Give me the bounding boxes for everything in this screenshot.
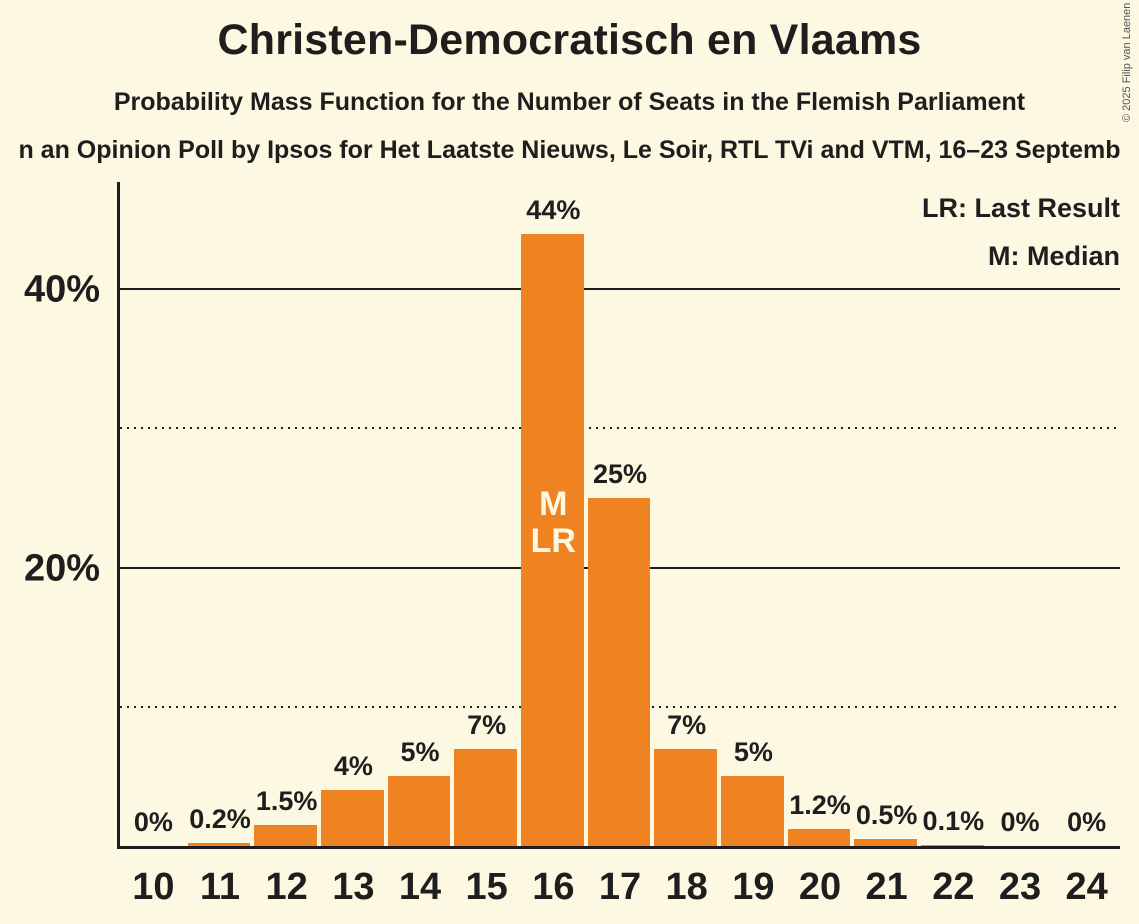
- bar-15: [454, 748, 517, 846]
- bar-14: [387, 776, 451, 846]
- bar-slot-18: 7%: [653, 182, 720, 846]
- x-tick-label-17: 17: [598, 866, 642, 908]
- x-tick-label-23: 23: [998, 866, 1042, 908]
- bar-annotation-line: LR: [530, 522, 576, 560]
- bar-slot-14: 5%: [387, 182, 454, 846]
- bar-18: [654, 748, 717, 846]
- x-axis-labels: 10 11 12 13 14 15 16 17 18 19 20 21 22 23 24: [120, 866, 1120, 912]
- bar-value-label-21: 0.5%: [855, 800, 918, 831]
- bar-11: [187, 843, 251, 846]
- chart-subtitle: Probability Mass Function for the Number…: [113, 88, 1026, 116]
- x-tick-label-14: 14: [398, 866, 442, 908]
- bar-slot-13: 4%: [320, 182, 387, 846]
- bar-slot-11: 0.2%: [187, 182, 254, 846]
- gridline-40: [120, 288, 1120, 291]
- x-tick-label-24: 24: [1065, 866, 1108, 908]
- bar-12: [254, 825, 317, 846]
- x-tick-label-18: 18: [665, 866, 708, 908]
- plot-area: 0% 0.2% 1.5% 4% 5% 7% 44% M LR 25% 7% 5% 1.2% 0.5% 0.1…: [117, 182, 1120, 849]
- bar-slot-22: 0.1%: [920, 182, 987, 846]
- bar-slot-15: 7%: [453, 182, 520, 846]
- x-tick-label-20: 20: [798, 866, 842, 908]
- x-tick-label-15: 15: [465, 866, 508, 908]
- bar-slot-12: 1.5%: [253, 182, 320, 846]
- copyright-notice: © 2025 Filip van Laenen: [1121, 2, 1133, 122]
- bar-13: [321, 790, 384, 846]
- bar-value-label-13: 4%: [333, 751, 373, 782]
- bar-20: [787, 829, 851, 846]
- bar-21: [854, 839, 917, 846]
- bar-slot-24: 0%: [1053, 182, 1120, 846]
- bar-value-label-23: 0%: [1000, 807, 1040, 837]
- bar-value-label-12: 1.5%: [255, 786, 318, 817]
- x-tick-label-19: 19: [732, 866, 775, 908]
- x-tick-label-12: 12: [265, 866, 308, 908]
- x-tick-label-13: 13: [332, 866, 375, 908]
- bar-annotation-16: M LR: [520, 486, 587, 560]
- bar-annotation-line: M: [539, 485, 568, 523]
- bar-value-label-18: 7%: [667, 709, 707, 740]
- bar-value-label-15: 7%: [467, 709, 507, 740]
- x-tick-label-21: 21: [865, 866, 908, 908]
- bar-value-label-22: 0.1%: [922, 805, 985, 836]
- bar-slot-10: 0%: [120, 182, 187, 846]
- bar-22: [921, 844, 984, 846]
- chart-source-line: n an Opinion Poll by Ipsos for Het Laats…: [18, 136, 1121, 164]
- bar-value-label-20: 1.2%: [789, 790, 851, 821]
- y-tick-label-20: 20%: [23, 547, 100, 590]
- y-tick-label-40: 40%: [23, 268, 100, 311]
- bar-value-label-14: 5%: [400, 737, 440, 768]
- x-tick-label-22: 22: [932, 866, 975, 908]
- y-axis-labels: 20% 40%: [0, 182, 100, 849]
- gridline-dotted-30: [120, 427, 1120, 430]
- bar-slot-21: 0.5%: [853, 182, 920, 846]
- x-tick-label-16: 16: [532, 866, 575, 908]
- bar-19: [721, 776, 784, 846]
- bar-value-label-16: 44%: [526, 194, 581, 225]
- bar-value-label-19: 5%: [733, 737, 773, 768]
- bar-slot-23: 0%: [987, 182, 1054, 846]
- legend: LR: Last Result M: Median: [922, 184, 1120, 280]
- bar-slot-16: 44% M LR: [520, 182, 587, 846]
- bar-value-label-24: 0%: [1067, 807, 1107, 837]
- bar-value-label-17: 25%: [592, 459, 647, 489]
- legend-last-result: LR: Last Result: [921, 193, 1120, 223]
- bar-slot-20: 1.2%: [787, 182, 854, 846]
- chart-title: Christen-Democratisch en Vlaams: [217, 16, 922, 64]
- bar-value-label-10: 0%: [133, 807, 173, 837]
- x-tick-label-10: 10: [132, 866, 175, 908]
- bar-17: [587, 498, 651, 846]
- x-tick-label-11: 11: [199, 866, 241, 908]
- bar-16: [521, 233, 584, 846]
- bar-slot-17: 25%: [587, 182, 654, 846]
- legend-median: M: Median: [988, 241, 1120, 271]
- bar-slot-19: 5%: [720, 182, 787, 846]
- bar-value-label-11: 0.2%: [189, 804, 251, 835]
